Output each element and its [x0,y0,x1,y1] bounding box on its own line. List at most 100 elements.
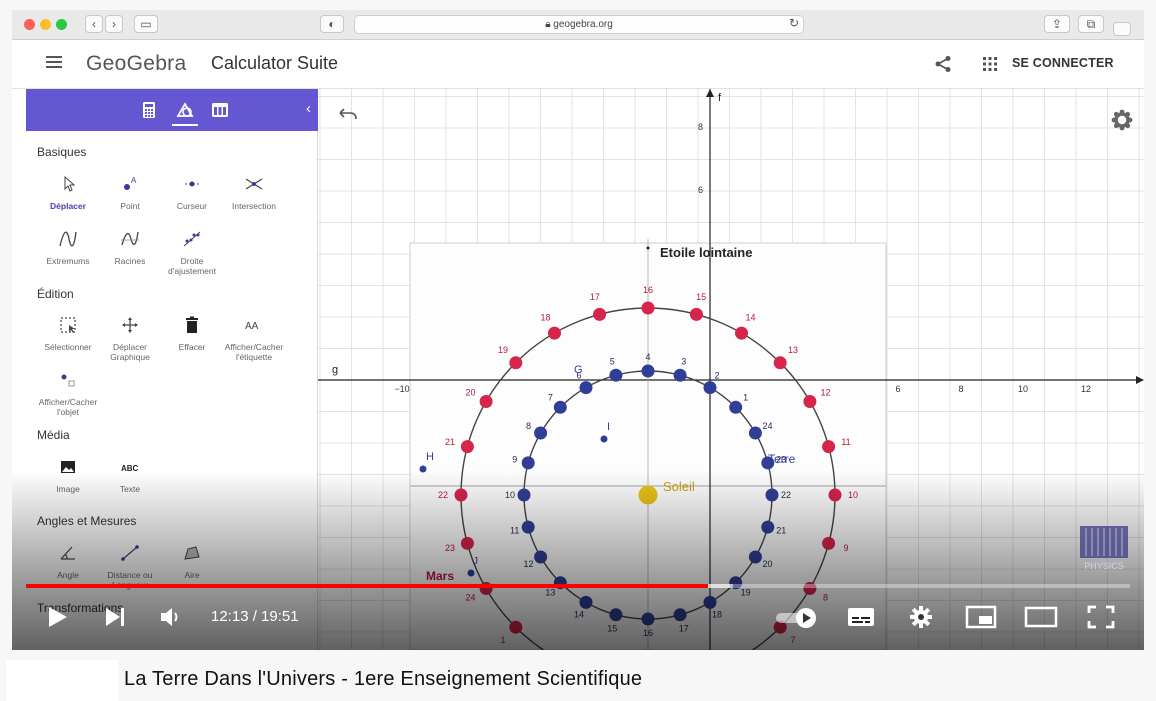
earth-position-label: 8 [526,421,531,431]
sidebar-toggle-button[interactable]: ▭ [134,15,158,33]
app-title: Calculator Suite [211,53,339,73]
caption-thumbnail [6,660,118,701]
geometry-tools-icon[interactable] [176,101,194,119]
geogebra-logo[interactable]: GeoGebra [86,52,187,75]
slider-icon [185,181,199,187]
tool-label: d'ajustement [168,266,216,276]
tool-slider[interactable]: Curseur [161,174,223,211]
tool-delete[interactable]: Effacer [161,315,223,352]
mars-position-label: 16 [643,285,653,295]
window-maximize-button[interactable] [56,19,67,30]
video-frame[interactable]: ‹ › ▭ ◐ 🔒︎ geogebra.org ↻ ⇪ ⧉ GeoGebra C… [12,10,1144,650]
new-tab-button[interactable] [1113,22,1131,36]
sun-dot [638,485,658,505]
best-fit-icon [183,231,201,247]
select-box-icon [60,317,76,333]
tool-label: Curseur [176,201,208,211]
mars-position-dot [460,440,474,454]
tool-move[interactable]: Déplacer [37,174,99,211]
earth-position-dot [517,488,531,502]
collapse-panel-icon[interactable]: ‹ [306,100,311,117]
section-title-basiques: Basiques [37,145,87,159]
hamburger-menu-icon[interactable] [46,56,62,70]
reload-icon[interactable]: ↻ [788,16,800,30]
tool-angle[interactable]: Angle [37,543,99,580]
tabs-overview-button[interactable]: ⧉ [1078,15,1104,33]
earth-position-dot [553,400,567,414]
distant-star-label: Etoile lointaine [660,245,752,260]
x-tick-label: −10 [394,384,409,394]
fullscreen-icon[interactable] [1086,604,1116,630]
tool-label: l'objet [57,407,79,417]
apps-grid-icon[interactable] [982,56,998,72]
tool-intersection[interactable]: Intersection [223,174,285,211]
tool-roots[interactable]: Racines [99,229,161,266]
mars-position-dot [803,395,817,408]
earth-position-dot [641,612,655,626]
tool-extremums[interactable]: Extremums [37,229,99,266]
earth-position-label: 2 [714,371,719,381]
mars-position-dot [593,307,607,321]
tool-area[interactable]: Aire [161,543,223,580]
forward-button[interactable]: › [105,15,123,33]
tool-label: Texte [119,484,141,494]
graphics-settings-gear-icon[interactable] [1111,109,1133,131]
tool-move-graphics[interactable]: Déplacer Graphique [99,315,161,362]
table-icon[interactable] [211,101,229,119]
video-title[interactable]: La Terre Dans l'Univers - 1ere Enseignem… [124,668,643,690]
tool-point[interactable]: A Point [99,174,161,211]
video-progress-bar[interactable] [26,584,1130,588]
channel-watermark[interactable]: PHYSICS [1078,520,1130,576]
back-button[interactable]: ‹ [85,15,103,33]
address-bar[interactable]: 🔒︎ geogebra.org [354,15,804,34]
area-icon [184,546,200,560]
earth-position-dot [609,608,623,622]
earth-position-label: 6 [576,371,581,381]
text-abc-icon: ABC [121,464,139,473]
next-video-icon[interactable] [102,604,128,630]
share-icon[interactable] [934,55,952,73]
tool-best-fit-line[interactable]: Droite d'ajustement [161,229,223,276]
miniplayer-icon[interactable] [965,604,997,630]
tool-distance[interactable]: Distance ou Longueur [99,543,161,590]
x-tick-label: 8 [958,384,963,394]
window-close-button[interactable] [24,19,35,30]
settings-gear-icon[interactable] [907,604,935,630]
graph-canvas[interactable]: fg−1068101286123456789101112131415161718… [318,89,1144,650]
calculator-icon[interactable] [140,101,158,119]
tool-label: Sélectionner [44,342,92,352]
earth-position-dot [703,381,717,395]
tool-select[interactable]: Sélectionner [37,315,99,352]
tool-show-hide-object[interactable]: Afficher/Cacher l'objet [26,370,110,417]
theater-mode-icon[interactable] [1024,604,1058,630]
earth-position-label: 12 [523,559,533,569]
point-i-dot [600,435,608,443]
mars-position-label: 7 [790,635,795,645]
earth-position-dot [765,488,779,502]
autoplay-toggle[interactable] [774,606,820,630]
frame-left-margin [12,89,26,650]
svg-text:AA: AA [245,321,259,332]
subtitles-icon[interactable] [846,604,876,630]
earth-label: Terre [768,452,796,466]
share-page-button[interactable]: ⇪ [1044,15,1070,33]
watermark-text: PHYSICS [1084,561,1124,571]
login-button[interactable]: SE CONNECTER [1012,56,1114,70]
volume-icon[interactable] [157,604,183,630]
window-minimize-button[interactable] [40,19,51,30]
earth-position-label: 13 [545,588,555,598]
earth-position-label: 20 [762,559,772,569]
privacy-shield-icon[interactable]: ◐ [320,15,344,33]
play-icon[interactable] [44,604,70,630]
tool-text[interactable]: ABC Texte [99,457,161,494]
tool-image[interactable]: Image [37,457,99,494]
tool-show-hide-label[interactable]: AA Afficher/Cacher l'étiquette [223,315,285,362]
point-h-label: H [426,451,434,463]
y-tick-label: 8 [698,122,703,132]
graphics-view[interactable]: fg−1068101286123456789101112131415161718… [318,89,1144,650]
gear-body [1114,112,1130,128]
tool-label: l'étiquette [235,352,273,362]
earth-position-label: 17 [679,623,689,633]
mars-position-dot [773,356,787,370]
time-display: 12:13 / 19:51 [211,608,299,625]
